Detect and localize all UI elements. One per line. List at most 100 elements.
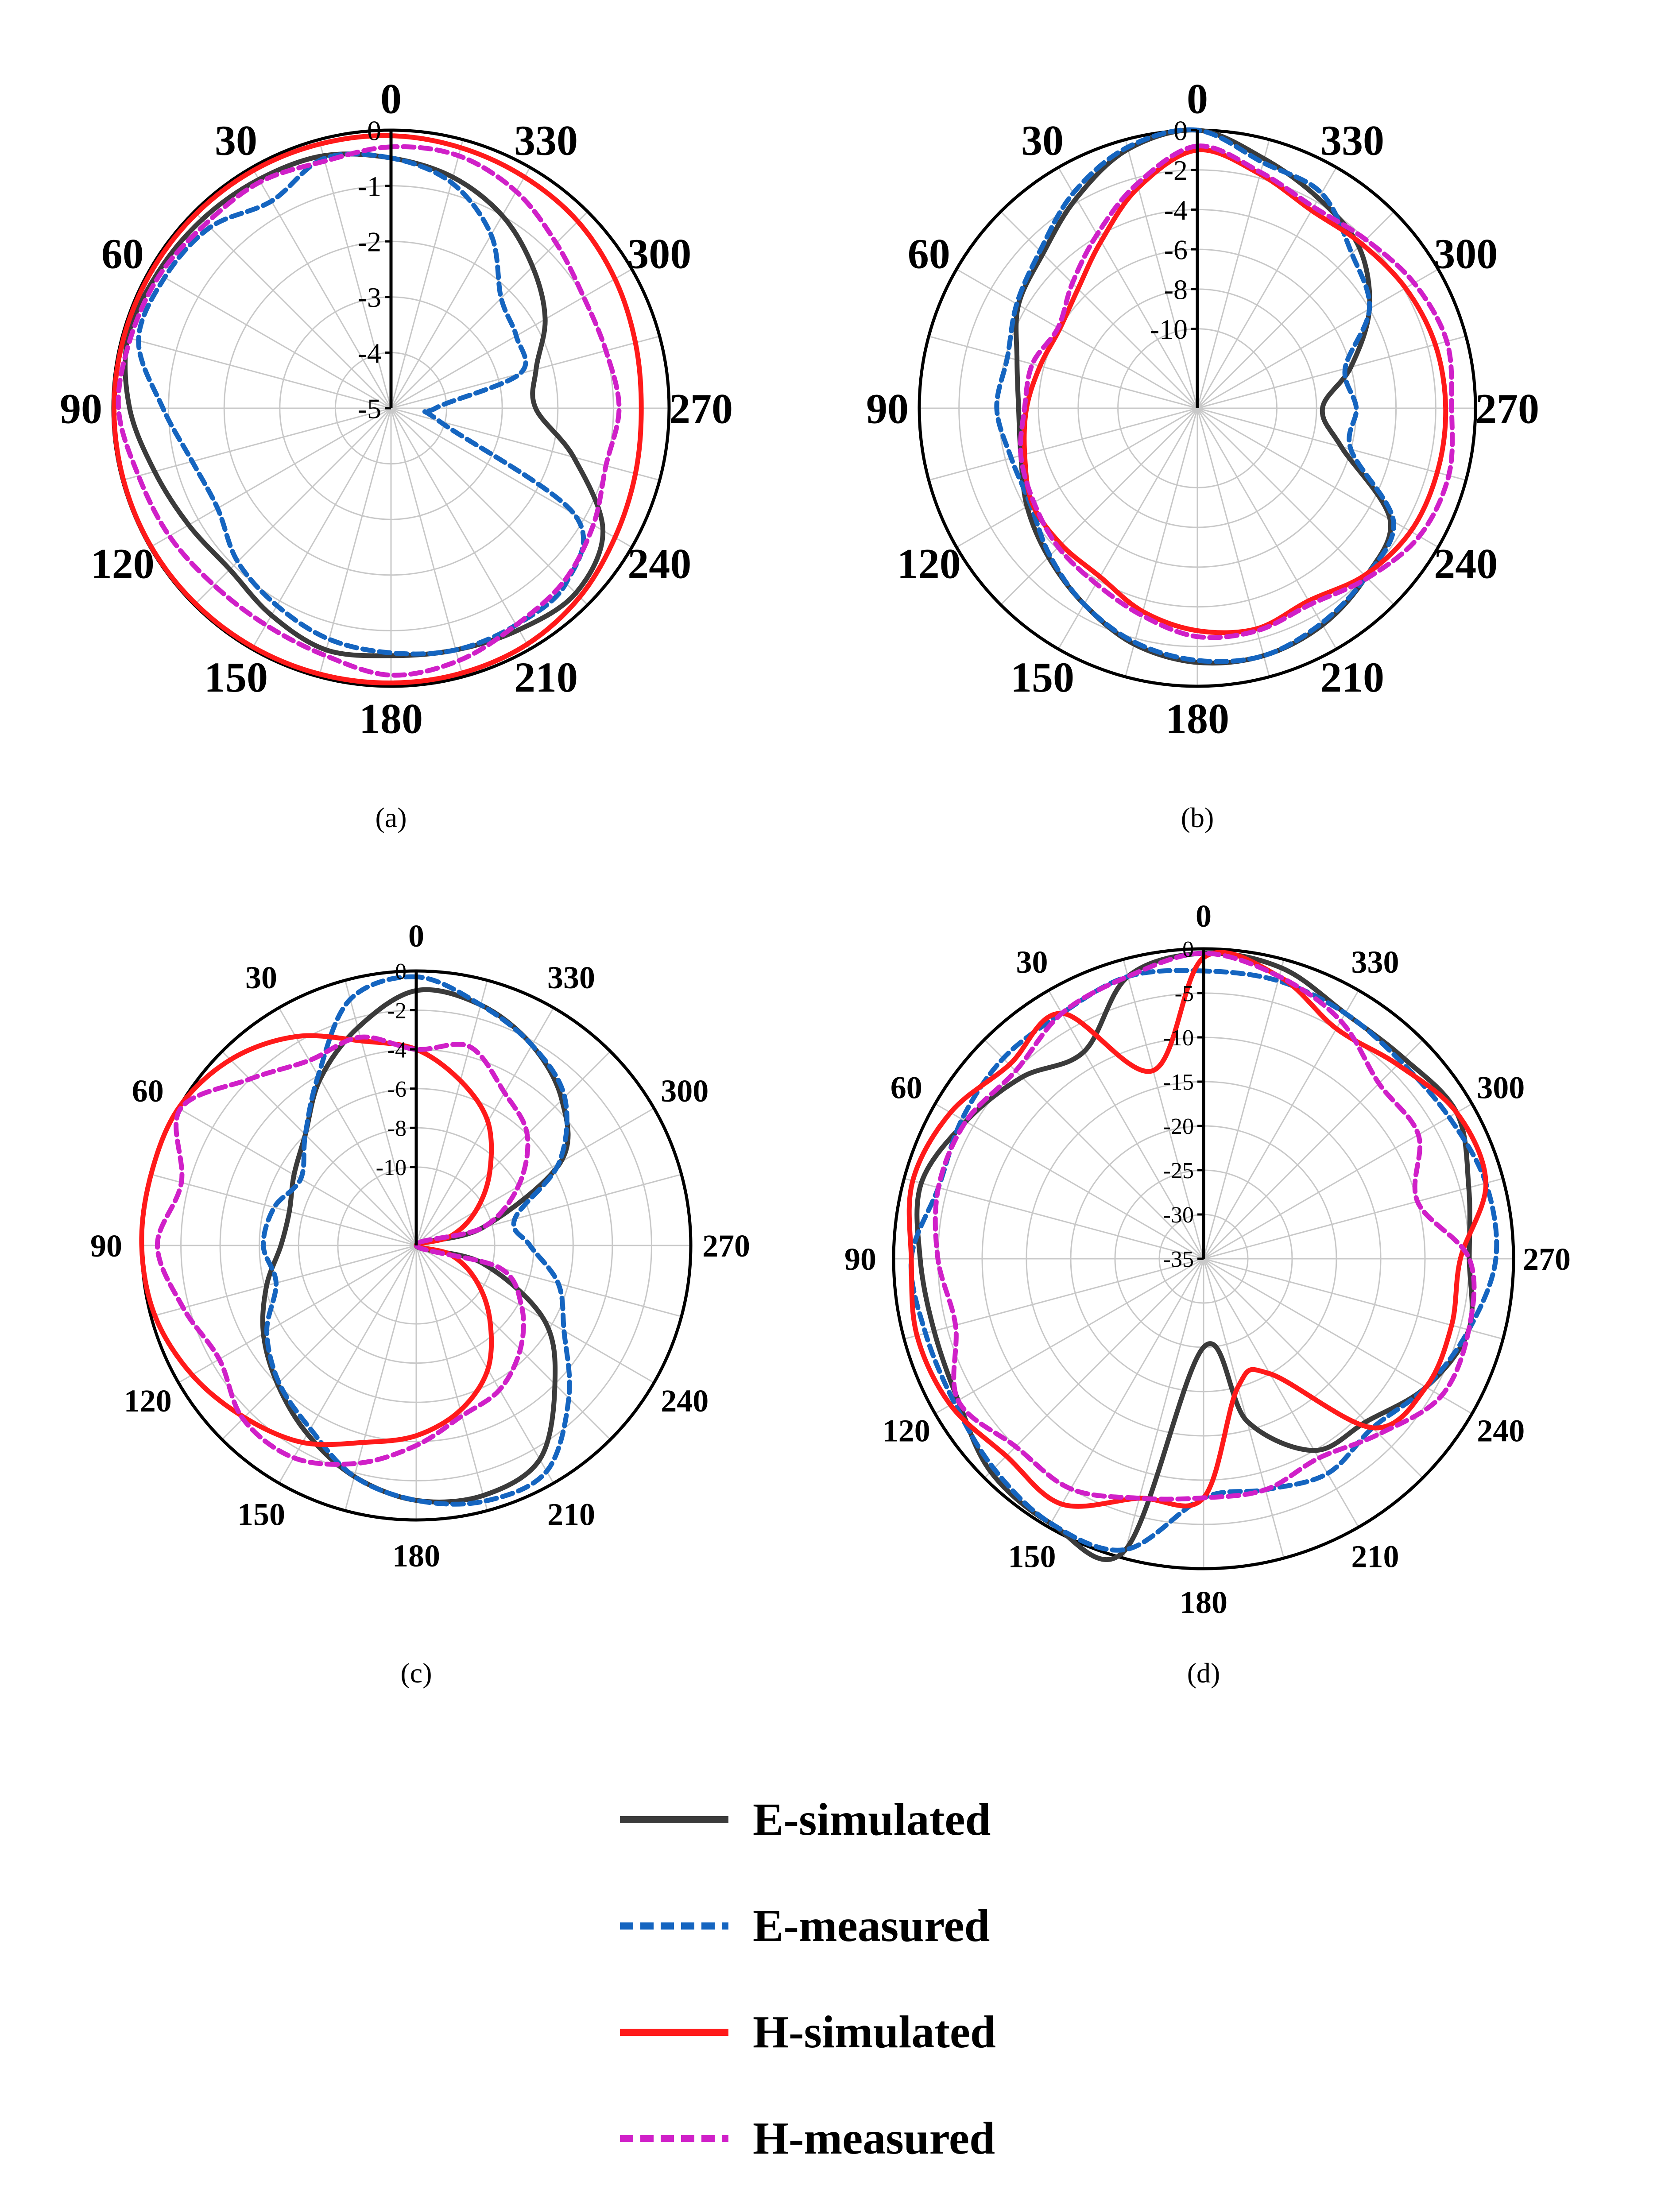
angle-tick-label: 240 [627, 540, 691, 588]
angle-tick-label: 240 [1477, 1413, 1525, 1449]
radial-tick-label: -3 [358, 282, 381, 313]
grid-spoke [1196, 139, 1270, 409]
grid-spoke [1203, 1103, 1472, 1260]
grid-spoke [390, 167, 531, 409]
radial-tick-label: 0 [367, 115, 381, 146]
series-e-simulated-curve [123, 151, 606, 658]
grid-spoke [1203, 990, 1359, 1259]
series-e-measured-curve [261, 974, 572, 1507]
grid-spoke [415, 1245, 488, 1511]
angle-tick-label: 240 [1434, 540, 1498, 588]
angle-tick-label: 60 [101, 230, 144, 278]
grid-spoke [1000, 211, 1198, 409]
grid-spoke [1123, 959, 1204, 1259]
grid-spoke [1203, 959, 1285, 1259]
radial-tick-label: -8 [387, 1116, 407, 1141]
angle-tick-label: 60 [132, 1073, 164, 1109]
angle-tick-label: 90 [60, 385, 102, 433]
grid-spoke [345, 980, 417, 1246]
legend-label: H-simulated [753, 2007, 996, 2057]
panel-caption: (b) [1181, 802, 1214, 833]
grid-spoke [1123, 1258, 1204, 1558]
legend-label: E-measured [753, 1900, 990, 1951]
angle-tick-label: 210 [1320, 654, 1384, 701]
radial-tick-label: -6 [1164, 234, 1188, 266]
grid-spoke [416, 1245, 654, 1384]
angle-tick-label: 150 [237, 1497, 285, 1532]
angle-tick-label: 0 [1187, 75, 1208, 123]
angle-tick-label: 330 [547, 960, 595, 995]
grid-spoke [178, 1245, 417, 1384]
angle-tick-label: 60 [908, 230, 950, 278]
angle-tick-label: 30 [215, 116, 257, 164]
angle-tick-label: 30 [1016, 944, 1048, 980]
angle-tick-label: 30 [1021, 116, 1064, 164]
grid-spoke [929, 336, 1198, 409]
grid-spoke [390, 139, 464, 409]
angle-tick-label: 90 [90, 1228, 122, 1264]
grid-spoke [1048, 1258, 1204, 1528]
grid-spoke [1197, 336, 1466, 409]
grid-spoke [1196, 408, 1337, 650]
angle-tick-label: 30 [245, 960, 277, 995]
angle-tick-label: 180 [359, 695, 423, 742]
polar-chart-d: 0 -5 -10 -15 -20 -25 -30 -35 0 30 60 90 120 150 180 210… [844, 898, 1571, 1689]
grid-spoke [221, 1051, 417, 1246]
grid-spoke [1203, 1039, 1424, 1260]
grid-spoke [415, 1051, 611, 1246]
angle-tick-label: 90 [866, 385, 909, 433]
radial-tick-label: -4 [387, 1037, 407, 1063]
angle-tick-label: 300 [1434, 230, 1498, 278]
angle-tick-label: 150 [1008, 1539, 1056, 1574]
angle-tick-label: 180 [392, 1538, 440, 1574]
radial-tick-label: -2 [358, 226, 381, 258]
radial-tick-label: -4 [358, 337, 381, 369]
grid-spoke [1196, 408, 1270, 677]
series-h-measured-curve [1018, 143, 1455, 640]
grid-spoke [904, 1178, 1204, 1260]
grid-spoke [345, 1245, 417, 1511]
radial-tick-label: -35 [1163, 1247, 1194, 1272]
radial-tick-label: -5 [1175, 981, 1194, 1006]
grid-spoke [929, 407, 1198, 481]
series-h-simulated-curve [139, 1033, 494, 1447]
grid-spoke [151, 1245, 417, 1317]
angle-tick-label: 60 [891, 1070, 922, 1106]
radial-tick-label: 0 [395, 959, 407, 984]
grid-spoke [318, 139, 392, 409]
radial-tick-label: -4 [1164, 194, 1188, 226]
grid-spoke [415, 980, 488, 1246]
radial-tick-label: -10 [376, 1155, 407, 1180]
radial-tick-label: -2 [387, 998, 407, 1024]
grid-spoke [1203, 1258, 1285, 1558]
angle-tick-label: 270 [1475, 385, 1539, 433]
grid-spoke [1203, 1258, 1424, 1479]
angle-tick-label: 270 [669, 385, 733, 433]
grid-spoke [278, 1245, 417, 1484]
polar-chart-b: 0 -2 -4 -6 -8 -10 0 30 60 90 120 150 180 210 240 270 300… [866, 75, 1539, 833]
grid-spoke [390, 408, 464, 677]
angle-tick-label: 0 [408, 918, 424, 954]
series-h-measured-curve [116, 144, 622, 678]
legend: E-simulated E-measured H-simulated H-measur… [620, 1794, 996, 2164]
grid-spoke [1197, 407, 1439, 548]
grid-spoke [935, 1258, 1204, 1415]
angle-tick-label: 300 [661, 1073, 709, 1109]
panel-caption: (d) [1187, 1657, 1220, 1689]
grid-spoke [956, 268, 1198, 409]
angle-tick-label: 150 [204, 654, 268, 701]
grid-spoke [1196, 407, 1395, 606]
grid-spoke [1203, 1258, 1472, 1415]
grid-spoke [956, 407, 1198, 548]
radial-tick-label: -15 [1163, 1070, 1194, 1095]
grid-spoke [194, 211, 392, 409]
panel-caption: (a) [375, 802, 407, 833]
angle-tick-label: 270 [1523, 1241, 1571, 1277]
angle-tick-label: 210 [1351, 1539, 1399, 1574]
radial-tick-label: -1 [358, 170, 381, 202]
angle-tick-label: 120 [91, 540, 155, 588]
grid-spoke [1048, 990, 1204, 1259]
angle-tick-label: 180 [1180, 1585, 1227, 1620]
angle-tick-label: 330 [514, 116, 578, 164]
